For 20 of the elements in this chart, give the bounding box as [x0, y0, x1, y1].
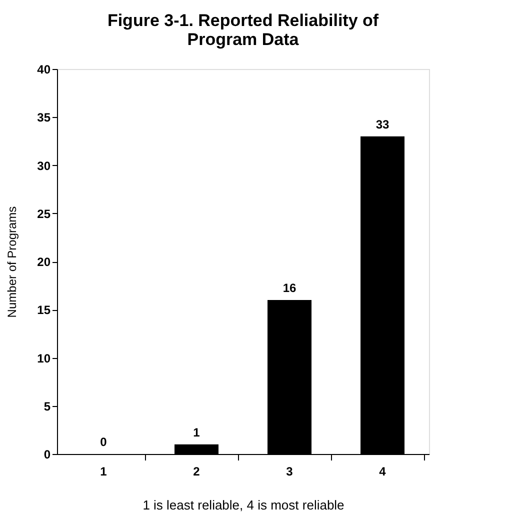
y-tick-label: 5: [44, 399, 51, 414]
x-tick-label: 2: [193, 464, 200, 478]
x-tick-label: 1: [100, 464, 108, 478]
y-axis-title: Number of Programs: [5, 206, 20, 318]
y-tick-label: 40: [37, 62, 51, 76]
data-label: 16: [282, 281, 296, 295]
y-tick-label: 30: [37, 158, 51, 173]
x-tick-label: 3: [286, 464, 294, 478]
data-label: 0: [100, 435, 108, 449]
x-axis-title: 1 is least reliable, 4 is most reliable: [142, 498, 344, 512]
y-tick-label: 0: [44, 448, 51, 462]
data-label: 33: [376, 117, 390, 132]
chart-title: Figure 3-1. Reported Reliability of Program Data: [107, 11, 379, 49]
y-tick-label: 15: [37, 303, 51, 318]
x-tick-label: 4: [379, 464, 386, 478]
y-tick-label: 25: [37, 206, 51, 221]
y-tick-label: 10: [37, 351, 51, 366]
y-tick-label: 20: [37, 255, 51, 269]
y-tick-label: 35: [37, 110, 51, 125]
data-label: 1: [193, 425, 200, 440]
